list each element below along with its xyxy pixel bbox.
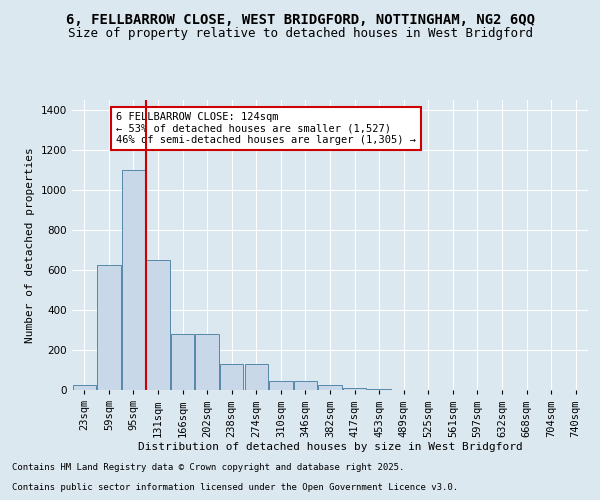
Bar: [245, 364, 268, 390]
X-axis label: Distribution of detached houses by size in West Bridgford: Distribution of detached houses by size …: [137, 442, 523, 452]
Bar: [171, 334, 194, 390]
Bar: [146, 260, 170, 390]
Text: Size of property relative to detached houses in West Bridgford: Size of property relative to detached ho…: [67, 28, 533, 40]
Bar: [319, 385, 341, 390]
Bar: [343, 388, 366, 390]
Text: Contains public sector information licensed under the Open Government Licence v3: Contains public sector information licen…: [12, 484, 458, 492]
Bar: [122, 170, 145, 390]
Text: 6, FELLBARROW CLOSE, WEST BRIDGFORD, NOTTINGHAM, NG2 6QQ: 6, FELLBARROW CLOSE, WEST BRIDGFORD, NOT…: [65, 12, 535, 26]
Text: 6 FELLBARROW CLOSE: 124sqm
← 53% of detached houses are smaller (1,527)
46% of s: 6 FELLBARROW CLOSE: 124sqm ← 53% of deta…: [116, 112, 416, 145]
Bar: [269, 381, 293, 390]
Bar: [73, 385, 96, 390]
Bar: [294, 381, 317, 390]
Bar: [97, 265, 121, 390]
Y-axis label: Number of detached properties: Number of detached properties: [25, 147, 35, 343]
Bar: [220, 364, 244, 390]
Bar: [367, 389, 391, 390]
Text: Contains HM Land Registry data © Crown copyright and database right 2025.: Contains HM Land Registry data © Crown c…: [12, 464, 404, 472]
Bar: [196, 334, 219, 390]
